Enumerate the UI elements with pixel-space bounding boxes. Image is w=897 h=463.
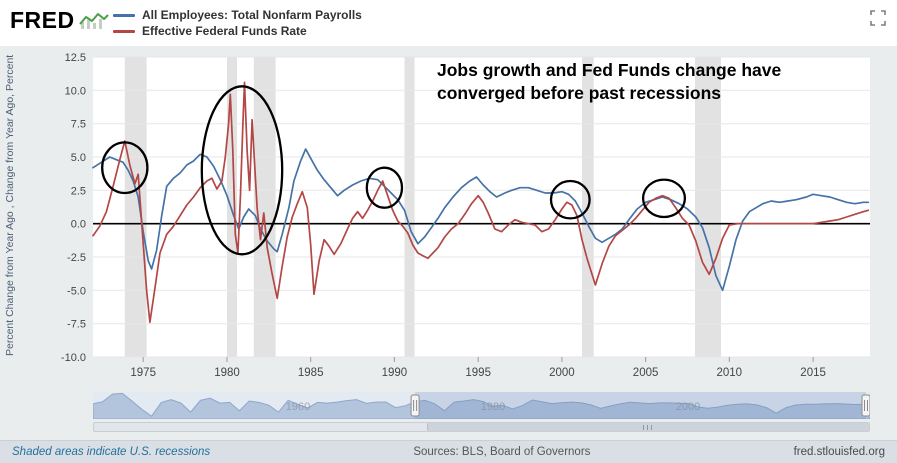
fred-logo[interactable]: FRED <box>10 7 109 34</box>
y-tick-label: -2.5 <box>67 252 86 264</box>
y-tick-label: 12.5 <box>65 52 86 64</box>
range-year-label: 1980 <box>481 401 505 413</box>
range-scrollbar-thumb[interactable] <box>427 423 869 431</box>
fullscreen-icon[interactable] <box>869 9 887 27</box>
payrolls-line <box>92 148 870 292</box>
scrollbar-grip-icon <box>643 424 655 430</box>
legend-label-fedfunds: Effective Federal Funds Rate <box>142 24 307 38</box>
y-tick-label: 5.0 <box>71 152 86 164</box>
main-chart: 12.5 10.0 7.5 5.0 2.5 0.0 -2.5 -5.0 -7.5 -10.0 197… <box>61 52 870 379</box>
recession-band <box>695 57 721 357</box>
overview-area <box>92 392 871 420</box>
recession-band <box>404 57 415 357</box>
recession-band <box>253 57 276 357</box>
range-selector-chart[interactable]: 1960 1980 2000 <box>92 392 871 420</box>
x-tick-label: 2000 <box>549 367 575 379</box>
recession-note-link[interactable]: Shaded areas indicate U.S. recessions <box>12 446 211 458</box>
legend-item-payrolls[interactable]: All Employees: Total Nonfarm Payrolls <box>113 7 362 23</box>
payrolls-swatch <box>113 13 135 17</box>
x-tick-label: 1975 <box>130 367 156 379</box>
annotation-ellipse <box>641 178 687 219</box>
range-handle-left[interactable] <box>410 394 420 417</box>
y-tick-label: -10.0 <box>61 352 86 364</box>
plot-area[interactable] <box>93 57 870 357</box>
footer-bar: Shaded areas indicate U.S. recessions So… <box>0 440 897 463</box>
y-tick-label: -7.5 <box>67 319 86 331</box>
range-scrollbar-track[interactable] <box>93 422 870 432</box>
fedfunds-line <box>92 81 870 324</box>
site-link[interactable]: fred.stlouisfed.org <box>793 446 885 458</box>
recession-band <box>124 57 147 357</box>
y-tick-label: -5.0 <box>67 285 86 297</box>
chart-header: FRED All Employees: Total Nonfarm Payrol… <box>0 0 897 46</box>
y-tick-label: 2.5 <box>71 185 86 197</box>
y-tick-label: 0.0 <box>71 219 86 231</box>
legend-item-fedfunds[interactable]: Effective Federal Funds Rate <box>113 23 362 39</box>
fred-logo-text: FRED <box>10 7 75 33</box>
recession-band <box>227 57 237 357</box>
annotation-ellipse <box>549 179 591 220</box>
x-tick-label: 2015 <box>800 367 826 379</box>
x-tick-label: 2010 <box>717 367 743 379</box>
legend-label-payrolls: All Employees: Total Nonfarm Payrolls <box>142 8 362 22</box>
range-selector[interactable]: 1960 1980 2000 <box>92 392 871 420</box>
range-year-label: 1960 <box>286 401 310 413</box>
annotation-ellipse <box>200 85 284 256</box>
annotation-ellipse <box>365 166 404 209</box>
selected-range[interactable] <box>415 392 866 419</box>
fedfunds-swatch <box>113 29 135 33</box>
chart-region: Percent Change from Year Ago , Change fr… <box>0 45 897 390</box>
x-tick-label: 1990 <box>382 367 408 379</box>
range-year-label: 2000 <box>676 401 700 413</box>
y-tick-label: 7.5 <box>71 119 86 131</box>
x-tick-label: 2005 <box>633 367 659 379</box>
y-tick-label: 10.0 <box>65 85 86 97</box>
fred-logo-chart-icon <box>78 12 109 29</box>
x-tick-label: 1985 <box>298 367 324 379</box>
x-tick-label: 1980 <box>214 367 240 379</box>
legend: All Employees: Total Nonfarm Payrolls Ef… <box>113 7 362 39</box>
chart-annotation: Jobs growth and Fed Funds change have co… <box>437 60 782 104</box>
x-tick-label: 1995 <box>465 367 491 379</box>
annotation-ellipse <box>101 141 149 195</box>
range-handle-right[interactable] <box>861 394 871 417</box>
sources-text[interactable]: Sources: BLS, Board of Governors <box>413 446 591 458</box>
